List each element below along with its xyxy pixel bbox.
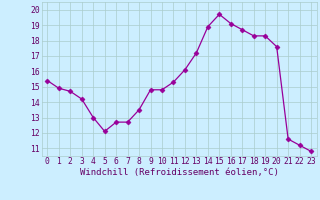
X-axis label: Windchill (Refroidissement éolien,°C): Windchill (Refroidissement éolien,°C) <box>80 168 279 177</box>
